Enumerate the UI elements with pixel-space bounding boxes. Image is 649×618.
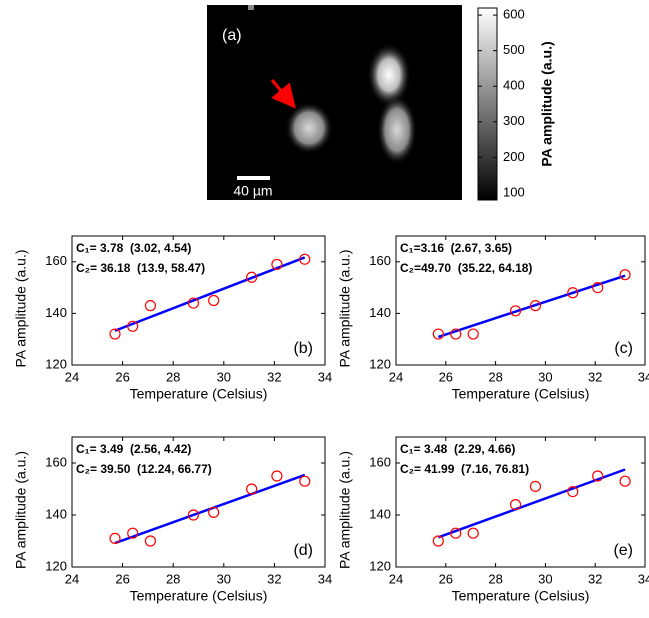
y-tick-label: 160 — [45, 454, 67, 469]
x-tick-label: 26 — [115, 571, 129, 586]
colorbar-tick-label: 300 — [503, 113, 525, 128]
x-tick-label: 34 — [318, 571, 332, 586]
figure: (a) 40 µm PA amplitude (a.u.) 100 200 300 4… — [0, 0, 649, 618]
fit-annotation: C₁= 3.48 (2.29, 4.66) — [400, 442, 515, 456]
y-axis-label: PA amplitude (a.u.) — [13, 451, 29, 569]
y-tick-label: 140 — [45, 305, 67, 320]
cell-blob — [367, 43, 411, 107]
colorbar — [478, 8, 497, 200]
fit-annotation: C₁= 3.49 (2.56, 4.42) — [76, 442, 191, 456]
panel-label: (b) — [293, 340, 313, 357]
x-tick-label: 30 — [538, 369, 552, 384]
y-tick-label: 160 — [45, 253, 67, 268]
x-tick-label: 30 — [217, 369, 231, 384]
y-tick-label: 160 — [369, 253, 391, 268]
y-tick-label: 120 — [369, 356, 391, 371]
x-tick-label: 32 — [267, 369, 281, 384]
cell-blob — [248, 5, 254, 10]
x-tick-label: 24 — [65, 571, 79, 586]
panel-label: (e) — [613, 542, 633, 559]
fit-annotation: C₂= 36.18 (13.9, 58.47) — [76, 261, 205, 275]
fit-annotation: C₂= 39.50 (12.24, 66.77) — [76, 462, 212, 476]
x-axis-label: Temperature (Celsius) — [452, 588, 590, 604]
x-tick-label: 28 — [166, 369, 180, 384]
colorbar-tick-label: 200 — [503, 149, 525, 164]
colorbar-tick-label: 100 — [503, 184, 525, 199]
x-tick-label: 34 — [638, 369, 649, 384]
x-tick-label: 28 — [166, 571, 180, 586]
x-tick-label: 34 — [638, 571, 649, 586]
y-axis-label: PA amplitude (a.u.) — [337, 451, 353, 569]
x-tick-label: 24 — [389, 571, 403, 586]
x-axis-label: Temperature (Celsius) — [452, 386, 590, 402]
x-tick-label: 30 — [538, 571, 552, 586]
y-axis-label: PA amplitude (a.u.) — [13, 249, 29, 367]
x-tick-label: 32 — [588, 369, 602, 384]
x-axis-label: Temperature (Celsius) — [130, 588, 268, 604]
colorbar-tick-label: 400 — [503, 78, 525, 93]
x-tick-label: 32 — [588, 571, 602, 586]
fit-annotation: C₂= 41.99 (7.16, 76.81) — [400, 462, 529, 476]
plot-area — [72, 236, 325, 365]
y-tick-label: 140 — [369, 305, 391, 320]
y-tick-label: 140 — [45, 506, 67, 521]
x-tick-label: 28 — [488, 571, 502, 586]
plot-area — [396, 437, 645, 567]
cell-blob — [285, 102, 333, 154]
fit-annotation: C₂=49.70 (35.22, 64.18) — [400, 261, 532, 275]
fit-annotation: C₁=3.16 (2.67, 3.65) — [400, 241, 512, 255]
fit-annotation: C₁= 3.78 (3.02, 4.54) — [76, 241, 191, 255]
colorbar-tick-label: 500 — [503, 42, 525, 57]
x-tick-label: 28 — [488, 369, 502, 384]
x-tick-label: 26 — [439, 571, 453, 586]
panel-label: (c) — [614, 340, 633, 357]
y-axis-label: PA amplitude (a.u.) — [337, 249, 353, 367]
y-tick-label: 140 — [369, 506, 391, 521]
x-tick-label: 34 — [318, 369, 332, 384]
x-tick-label: 26 — [115, 369, 129, 384]
x-tick-label: 24 — [389, 369, 403, 384]
cell-blob — [377, 95, 417, 165]
x-tick-label: 26 — [439, 369, 453, 384]
panel-label: (d) — [293, 542, 313, 559]
y-tick-label: 120 — [45, 356, 67, 371]
x-axis-label: Temperature (Celsius) — [130, 386, 268, 402]
y-tick-label: 120 — [45, 558, 67, 573]
colorbar-tick-label: 600 — [503, 7, 525, 22]
scale-bar-label: 40 µm — [233, 183, 272, 199]
pa-image — [207, 5, 462, 200]
panel-label: (a) — [222, 27, 242, 44]
colorbar-label: PA amplitude (a.u.) — [539, 41, 555, 166]
y-tick-label: 120 — [369, 558, 391, 573]
x-tick-label: 32 — [267, 571, 281, 586]
plot-area — [72, 437, 325, 567]
y-tick-label: 160 — [369, 454, 391, 469]
plot-area — [396, 236, 645, 365]
x-tick-label: 24 — [65, 369, 79, 384]
x-tick-label: 30 — [217, 571, 231, 586]
